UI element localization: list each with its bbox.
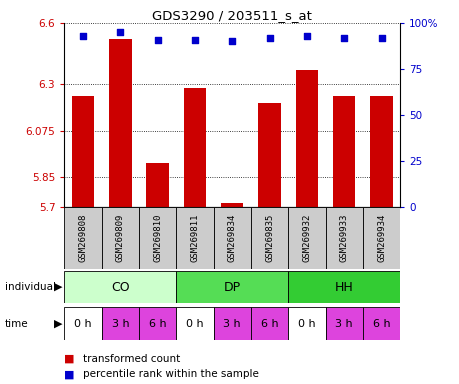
- Point: [79, 33, 87, 39]
- Text: ■: ■: [64, 354, 75, 364]
- Point: [228, 38, 235, 45]
- Text: GSM269810: GSM269810: [153, 214, 162, 262]
- Bar: [325, 207, 362, 269]
- Text: percentile rank within the sample: percentile rank within the sample: [83, 369, 258, 379]
- Bar: [325, 307, 362, 340]
- Point: [340, 35, 347, 41]
- Bar: [101, 307, 139, 340]
- Point: [117, 29, 124, 35]
- Bar: [369, 96, 392, 207]
- Title: GDS3290 / 203511_s_at: GDS3290 / 203511_s_at: [152, 9, 312, 22]
- Bar: [72, 96, 94, 207]
- Text: GSM269932: GSM269932: [302, 214, 311, 262]
- Bar: [288, 271, 399, 303]
- Bar: [176, 207, 213, 269]
- Text: 3 h: 3 h: [223, 318, 241, 329]
- Bar: [213, 307, 251, 340]
- Text: GSM269834: GSM269834: [227, 214, 236, 262]
- Bar: [251, 307, 288, 340]
- Bar: [221, 203, 243, 207]
- Bar: [362, 307, 399, 340]
- Point: [191, 36, 198, 43]
- Bar: [176, 307, 213, 340]
- Bar: [258, 103, 280, 207]
- Point: [154, 36, 161, 43]
- Bar: [139, 207, 176, 269]
- Bar: [288, 207, 325, 269]
- Text: GSM269934: GSM269934: [376, 214, 385, 262]
- Point: [265, 35, 273, 41]
- Text: 3 h: 3 h: [335, 318, 352, 329]
- Bar: [184, 88, 206, 207]
- Point: [302, 33, 310, 39]
- Bar: [332, 96, 355, 207]
- Text: 6 h: 6 h: [372, 318, 390, 329]
- Text: 6 h: 6 h: [260, 318, 278, 329]
- Text: 0 h: 0 h: [297, 318, 315, 329]
- Bar: [64, 271, 176, 303]
- Text: GSM269811: GSM269811: [190, 214, 199, 262]
- Bar: [295, 70, 318, 207]
- Text: DP: DP: [223, 281, 241, 293]
- Bar: [64, 207, 101, 269]
- Bar: [146, 163, 168, 207]
- Bar: [362, 207, 399, 269]
- Text: GSM269809: GSM269809: [116, 214, 124, 262]
- Text: 3 h: 3 h: [112, 318, 129, 329]
- Text: GSM269933: GSM269933: [339, 214, 348, 262]
- Bar: [64, 307, 101, 340]
- Bar: [251, 207, 288, 269]
- Bar: [139, 307, 176, 340]
- Text: GSM269835: GSM269835: [264, 214, 274, 262]
- Text: 0 h: 0 h: [186, 318, 203, 329]
- Text: ■: ■: [64, 369, 75, 379]
- Bar: [288, 307, 325, 340]
- Bar: [213, 207, 251, 269]
- Text: time: time: [5, 318, 28, 329]
- Text: 6 h: 6 h: [149, 318, 166, 329]
- Text: ▶: ▶: [54, 282, 62, 292]
- Point: [377, 35, 384, 41]
- Text: transformed count: transformed count: [83, 354, 179, 364]
- Bar: [176, 271, 288, 303]
- Text: CO: CO: [111, 281, 129, 293]
- Text: 0 h: 0 h: [74, 318, 92, 329]
- Text: HH: HH: [334, 281, 353, 293]
- Text: individual: individual: [5, 282, 56, 292]
- Text: ▶: ▶: [54, 318, 62, 329]
- Bar: [101, 207, 139, 269]
- Text: GSM269808: GSM269808: [78, 214, 87, 262]
- Bar: [109, 40, 131, 207]
